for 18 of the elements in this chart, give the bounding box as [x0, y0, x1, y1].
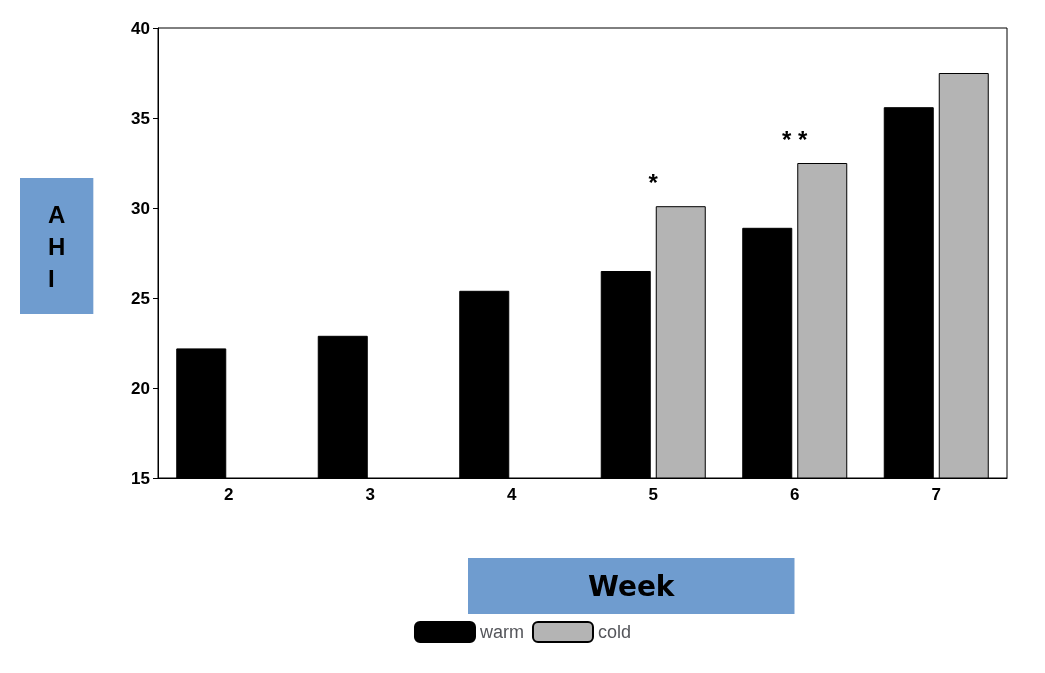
x-tick-label: 3 — [365, 485, 375, 504]
x-tick-label: 4 — [507, 485, 518, 504]
y-tick-label: 20 — [131, 378, 150, 398]
x-tick-label: 7 — [931, 485, 941, 504]
annotation: * — [648, 168, 659, 196]
y-axis-title: AHI — [48, 200, 66, 292]
y-tick-label: 40 — [131, 18, 150, 38]
x-tick-label: 2 — [224, 485, 234, 504]
y-tick-label: 35 — [131, 108, 150, 128]
x-axis-title: Week — [588, 569, 676, 603]
y-tick-label: 15 — [131, 468, 150, 488]
x-tick-label: 6 — [790, 485, 800, 504]
x-tick-label: 5 — [648, 485, 658, 504]
y-tick-label: 30 — [131, 198, 150, 218]
legend-label: warm — [478, 622, 524, 642]
legend-label: cold — [597, 622, 632, 642]
annotation: * * — [782, 125, 809, 153]
y-tick-label: 25 — [131, 288, 150, 308]
